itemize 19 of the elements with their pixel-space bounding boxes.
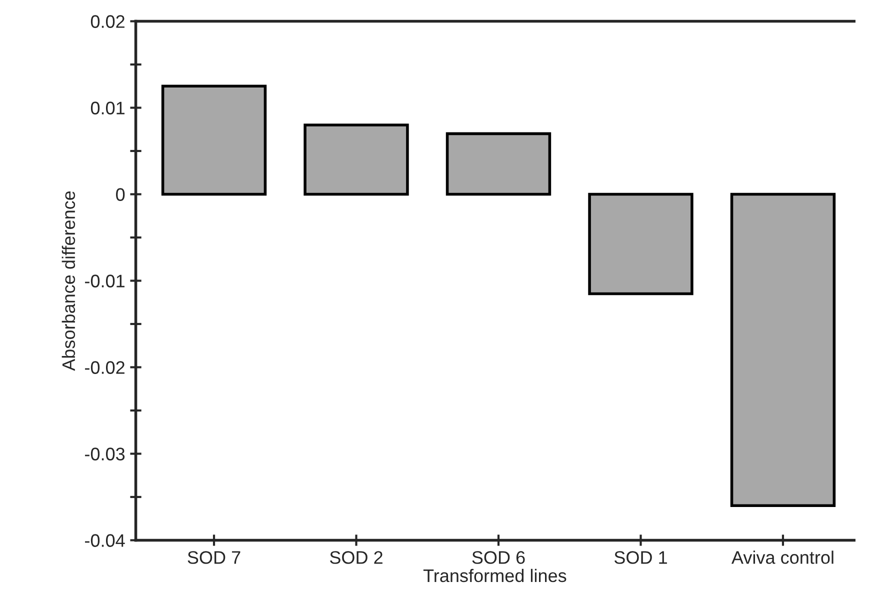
x-axis-title: Transformed lines — [423, 568, 566, 582]
y-tick-label: 0 — [116, 188, 125, 201]
bar — [588, 192, 694, 296]
x-tick-label: SOD 2 — [330, 551, 382, 564]
y-tick-label: -0.01 — [85, 274, 124, 288]
x-tick-label: SOD 7 — [188, 551, 240, 564]
x-tick-label: SOD 1 — [614, 551, 667, 564]
bar — [446, 132, 552, 196]
y-tick-label: -0.03 — [85, 448, 125, 460]
y-tick-label: -0.04 — [85, 534, 125, 547]
bar — [161, 84, 267, 196]
y-tick-label: 0.02 — [90, 15, 124, 28]
y-tick-label: -0.02 — [85, 361, 124, 374]
bar — [304, 124, 409, 196]
x-tick-label: Aviva control — [731, 550, 834, 564]
x-tick-label: SOD 6 — [472, 551, 525, 564]
y-tick-label: 0.01 — [90, 102, 124, 114]
y-axis-title: Absorbance difference — [62, 191, 76, 371]
bar — [730, 192, 836, 508]
